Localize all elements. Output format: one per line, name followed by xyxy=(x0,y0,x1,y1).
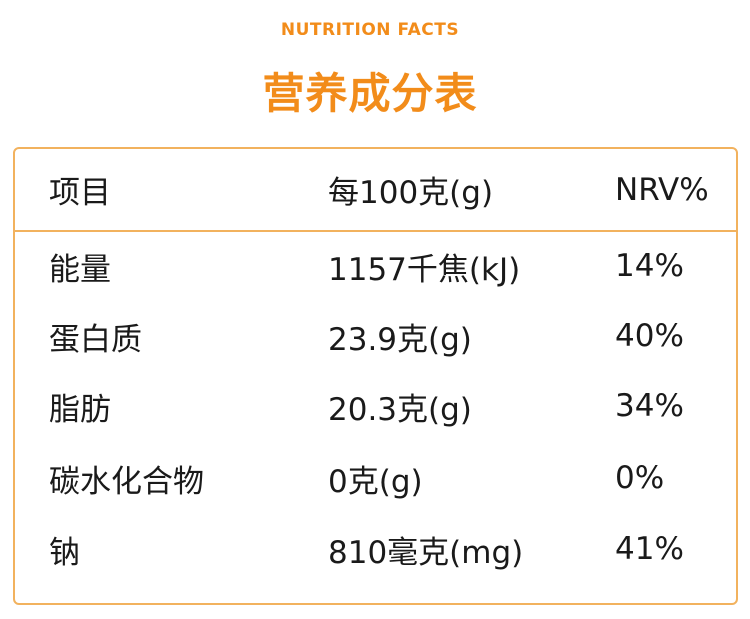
table-row: 蛋白质 23.9克(g) 40% xyxy=(15,311,736,361)
row-item-amount: 20.3克(g) xyxy=(328,391,472,428)
table-row: 碳水化合物 0克(g) 0% xyxy=(15,453,736,503)
page-title: 营养成分表 xyxy=(262,69,478,118)
column-header-per-100g: 每100克(g) xyxy=(328,175,494,211)
nutrition-facts-subtitle: NUTRITION FACTS xyxy=(280,20,460,40)
row-item-amount: 23.9克(g) xyxy=(328,321,472,358)
row-item-amount: 810毫克(mg) xyxy=(328,534,524,571)
column-header-item: 项目 xyxy=(49,175,111,211)
row-item-amount: 0克(g) xyxy=(328,463,423,500)
table-row: 钠 810毫克(mg) 41% xyxy=(15,524,736,574)
table-row: 能量 1157千焦(kJ) 14% xyxy=(15,241,736,291)
row-item-name: 碳水化合物 xyxy=(49,463,204,500)
column-header-nrv: NRV% xyxy=(615,171,709,208)
row-item-nrv: 34% xyxy=(615,388,684,424)
row-item-nrv: 41% xyxy=(615,531,684,567)
row-item-name: 能量 xyxy=(49,251,111,288)
row-item-name: 钠 xyxy=(49,534,80,571)
table-row: 脂肪 20.3克(g) 34% xyxy=(15,381,736,431)
row-item-nrv: 14% xyxy=(615,248,684,284)
row-item-name: 脂肪 xyxy=(49,391,111,428)
row-item-name: 蛋白质 xyxy=(49,321,142,358)
row-item-amount: 1157千焦(kJ) xyxy=(328,251,521,288)
table-header-row: 项目 每100克(g) NRV% xyxy=(15,149,736,232)
row-item-nrv: 40% xyxy=(615,318,684,354)
nutrition-table: 项目 每100克(g) NRV% 能量 1157千焦(kJ) 14% 蛋白质 2… xyxy=(13,147,738,605)
row-item-nrv: 0% xyxy=(615,460,665,496)
